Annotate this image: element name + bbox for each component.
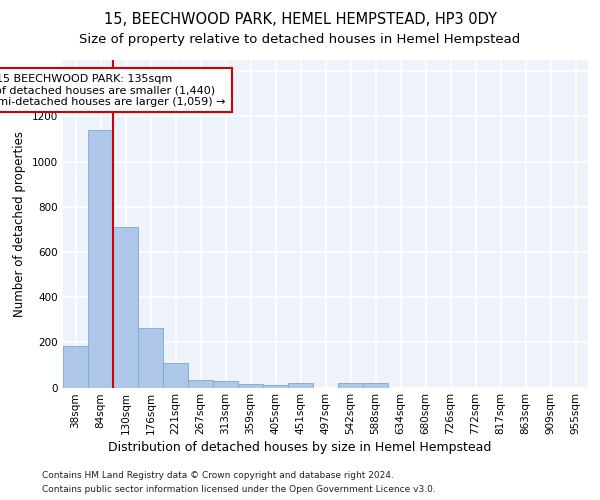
Bar	[88, 130, 113, 388]
Bar	[138, 328, 163, 388]
Bar	[163, 363, 188, 388]
Bar	[188, 380, 213, 388]
Bar	[238, 384, 263, 388]
Bar	[213, 381, 238, 388]
Bar	[288, 384, 313, 388]
Y-axis label: Number of detached properties: Number of detached properties	[13, 130, 26, 317]
Bar	[338, 384, 363, 388]
Bar	[363, 384, 388, 388]
Bar	[113, 227, 138, 388]
Bar	[263, 385, 288, 388]
Text: Contains public sector information licensed under the Open Government Licence v3: Contains public sector information licen…	[42, 485, 436, 494]
Text: 15, BEECHWOOD PARK, HEMEL HEMPSTEAD, HP3 0DY: 15, BEECHWOOD PARK, HEMEL HEMPSTEAD, HP3…	[104, 12, 497, 28]
Text: 15 BEECHWOOD PARK: 135sqm
← 58% of detached houses are smaller (1,440)
42% of se: 15 BEECHWOOD PARK: 135sqm ← 58% of detac…	[0, 74, 226, 107]
Bar	[63, 346, 88, 388]
Text: Distribution of detached houses by size in Hemel Hempstead: Distribution of detached houses by size …	[109, 441, 491, 454]
Text: Size of property relative to detached houses in Hemel Hempstead: Size of property relative to detached ho…	[79, 32, 521, 46]
Text: Contains HM Land Registry data © Crown copyright and database right 2024.: Contains HM Land Registry data © Crown c…	[42, 471, 394, 480]
